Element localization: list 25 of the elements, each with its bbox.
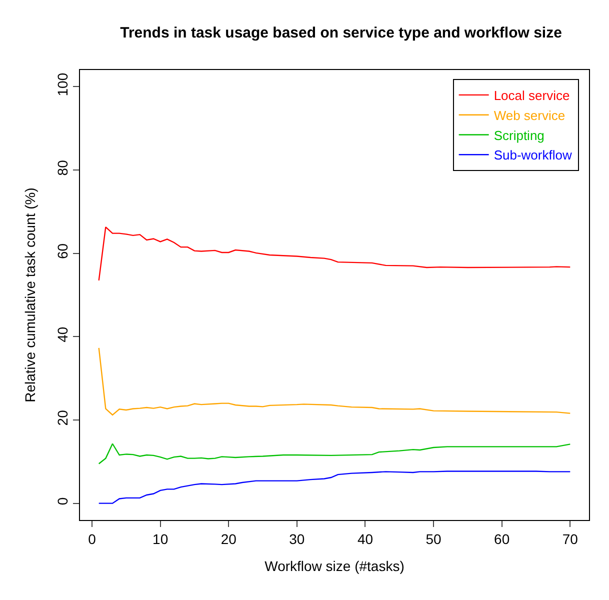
chart-title: Trends in task usage based on service type and workflow size xyxy=(120,24,562,42)
y-axis-title: Relative cumulative task count (%) xyxy=(22,188,38,402)
y-tick-label: 60 xyxy=(54,243,70,260)
legend-label: Web service xyxy=(494,108,566,123)
y-tick-label: 40 xyxy=(54,326,70,342)
legend-label: Scripting xyxy=(494,128,544,143)
x-tick-label: 70 xyxy=(562,530,578,547)
legend-label: Sub-workflow xyxy=(494,148,572,163)
line-series xyxy=(98,226,571,282)
x-tick-label: 30 xyxy=(289,530,305,547)
line-series xyxy=(98,443,571,464)
y-tick-label: 20 xyxy=(54,410,70,426)
line-series xyxy=(98,347,571,416)
legend-label: Local service xyxy=(494,88,570,104)
x-tick-label: 50 xyxy=(426,530,442,547)
y-tick-label: 0 xyxy=(54,497,70,506)
x-tick-label: 40 xyxy=(357,530,374,547)
y-tick-label: 100 xyxy=(54,72,70,96)
x-axis-title: Workflow size (#tasks) xyxy=(264,558,404,574)
x-tick-label: 60 xyxy=(494,530,510,547)
x-tick-label: 20 xyxy=(220,530,237,547)
y-tick-label: 80 xyxy=(54,160,70,176)
x-tick-label: 0 xyxy=(88,530,96,547)
x-tick-label: 10 xyxy=(152,530,168,547)
line-series xyxy=(98,470,571,504)
